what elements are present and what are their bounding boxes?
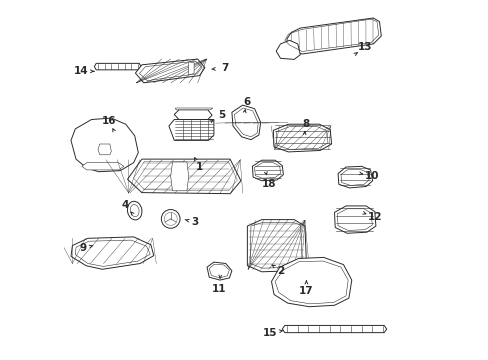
- Text: 18: 18: [261, 179, 276, 189]
- Polygon shape: [71, 237, 153, 269]
- Text: 10: 10: [365, 171, 379, 181]
- Polygon shape: [71, 118, 138, 172]
- Polygon shape: [168, 120, 213, 140]
- Polygon shape: [276, 40, 300, 59]
- Text: 15: 15: [263, 328, 277, 338]
- Text: 13: 13: [358, 42, 372, 52]
- Ellipse shape: [127, 201, 142, 220]
- Polygon shape: [282, 325, 386, 333]
- Polygon shape: [252, 160, 283, 181]
- Text: 1: 1: [196, 162, 203, 172]
- Polygon shape: [174, 110, 212, 120]
- Circle shape: [161, 210, 180, 228]
- Text: 9: 9: [80, 243, 86, 253]
- Polygon shape: [175, 108, 212, 110]
- Polygon shape: [286, 18, 381, 54]
- Text: 6: 6: [243, 96, 250, 107]
- Text: 8: 8: [302, 119, 309, 129]
- Text: 17: 17: [299, 286, 313, 296]
- Polygon shape: [231, 105, 260, 140]
- Text: 16: 16: [102, 116, 116, 126]
- Polygon shape: [188, 62, 194, 75]
- Polygon shape: [271, 257, 351, 307]
- Polygon shape: [170, 162, 188, 191]
- Polygon shape: [273, 124, 331, 152]
- Polygon shape: [206, 262, 231, 280]
- Polygon shape: [135, 59, 204, 83]
- Text: 4: 4: [121, 200, 128, 210]
- Polygon shape: [247, 220, 306, 272]
- Ellipse shape: [130, 204, 139, 217]
- Polygon shape: [127, 159, 241, 194]
- Polygon shape: [98, 144, 111, 155]
- Text: 3: 3: [191, 217, 198, 228]
- Polygon shape: [94, 63, 141, 70]
- Polygon shape: [337, 166, 372, 188]
- Text: 5: 5: [217, 110, 224, 120]
- Text: 12: 12: [367, 212, 381, 222]
- Polygon shape: [334, 206, 375, 233]
- Text: 2: 2: [276, 266, 284, 276]
- Text: 14: 14: [74, 66, 88, 76]
- Polygon shape: [81, 163, 123, 170]
- Text: 7: 7: [221, 63, 228, 73]
- Text: 11: 11: [212, 284, 226, 294]
